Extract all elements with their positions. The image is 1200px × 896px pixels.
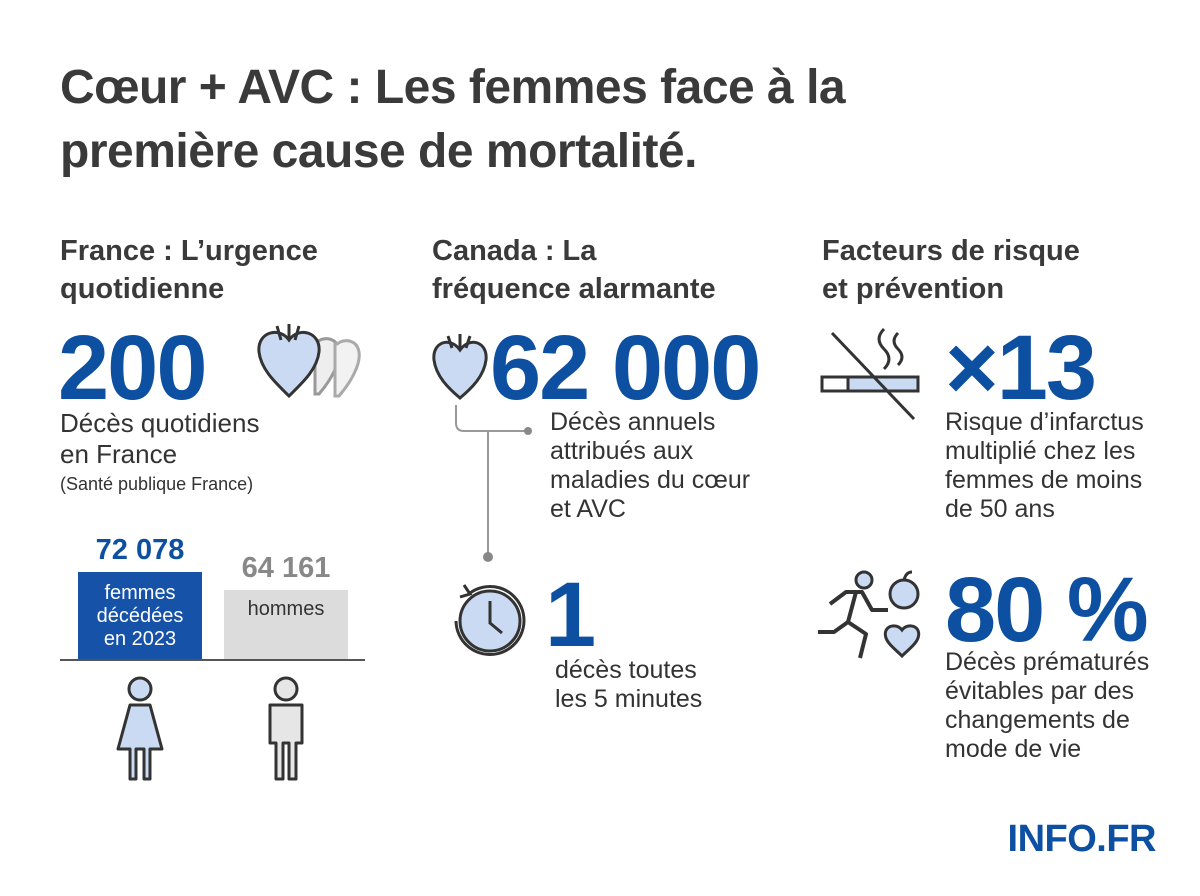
clock-icon — [454, 584, 526, 656]
bar-label: hommes — [247, 598, 325, 620]
caption-line: de 50 ans — [945, 495, 1055, 523]
heading-line: Canada : La — [432, 235, 597, 267]
man-icon — [268, 676, 304, 781]
caption-line: en France — [60, 439, 178, 469]
bar-value: 72 078 — [95, 534, 185, 566]
bar-men: hommes — [224, 590, 348, 660]
heading: Facteurs de risque et prévention — [822, 232, 1080, 308]
caption-line: attribués aux — [550, 437, 694, 465]
caption-line: Décès annuels — [550, 408, 716, 436]
stat: 80 % — [945, 559, 1149, 661]
caption-line: multiplié chez les — [945, 437, 1136, 465]
heading: Canada : La fréquence alarmante — [432, 232, 716, 308]
bar-women: femmes décédées en 2023 — [78, 572, 202, 660]
bar-value: 64 161 — [241, 552, 331, 584]
source: (Santé publique France) — [60, 474, 254, 494]
heading-line: France : L’urgence — [60, 235, 318, 267]
caption: Décès quotidiens en France — [60, 408, 259, 470]
caption: Décès annuels attribués aux maladies du … — [550, 408, 750, 524]
heart-icon — [432, 334, 488, 400]
brand: INFO.FR — [1007, 818, 1157, 860]
bar-label: décédées — [96, 605, 184, 627]
baseline — [60, 659, 365, 661]
caption-line: femmes de moins — [945, 466, 1143, 494]
connector — [455, 405, 532, 562]
caption-line: maladies du cœur — [550, 466, 751, 494]
caption-line: changements de — [945, 706, 1130, 734]
caption-line: mode de vie — [945, 735, 1082, 763]
caption-line: Décès prématurés — [945, 648, 1150, 676]
stat: 200 — [58, 317, 207, 419]
stat: 1 — [545, 564, 596, 666]
no-smoking-icon — [820, 327, 920, 421]
bar-label: en 2023 — [103, 628, 177, 650]
bar-label: femmes — [104, 582, 176, 604]
caption-line: les 5 minutes — [555, 685, 703, 713]
caption-line: Décès quotidiens — [60, 408, 260, 438]
woman-icon — [116, 676, 164, 781]
stat: 62 000 — [490, 317, 761, 419]
lifestyle-icon — [818, 570, 921, 659]
title-line: première cause de mortalité. — [60, 125, 697, 178]
caption: décès toutes les 5 minutes — [555, 656, 702, 714]
caption: Risque d’infarctus multiplié chez les fe… — [945, 408, 1144, 524]
heading-line: fréquence alarmante — [432, 273, 716, 305]
title: Cœur + AVC : Les femmes face à la premiè… — [60, 56, 846, 184]
caption-line: évitables par des — [945, 677, 1135, 705]
heading-line: quotidienne — [60, 273, 225, 305]
stat: ×13 — [945, 317, 1097, 419]
caption: Décès prématurés évitables par des chang… — [945, 648, 1149, 764]
title-line: Cœur + AVC : Les femmes face à la — [60, 61, 846, 114]
caption-line: Risque d’infarctus — [945, 408, 1144, 436]
heading-line: et prévention — [822, 273, 1005, 305]
caption-line: et AVC — [550, 495, 626, 523]
caption-line: décès toutes — [555, 656, 697, 684]
heading-line: Facteurs de risque — [822, 235, 1080, 267]
heart-icon — [257, 324, 361, 399]
heading: France : L’urgence quotidienne — [60, 232, 318, 308]
